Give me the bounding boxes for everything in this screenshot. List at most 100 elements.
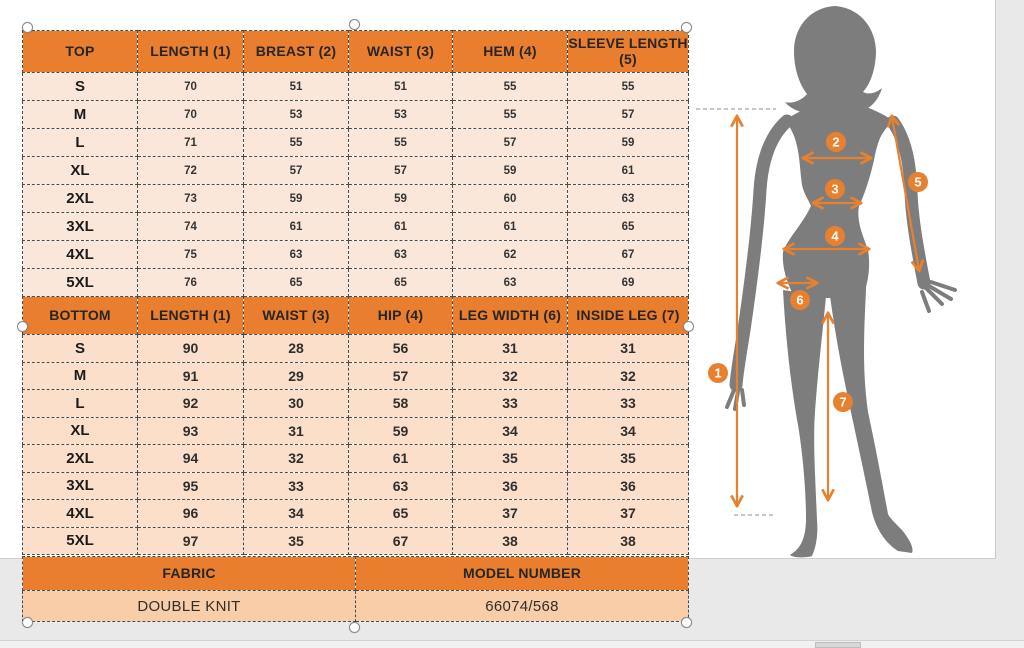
measurement-cell[interactable]: 31	[567, 334, 689, 363]
measurement-cell[interactable]: 35	[452, 444, 568, 473]
measurement-cell[interactable]: 61	[243, 212, 349, 241]
measurement-cell[interactable]: 63	[452, 268, 568, 297]
measurement-cell[interactable]: 93	[137, 416, 244, 445]
measurement-cell[interactable]: 32	[243, 444, 349, 473]
measurement-cell[interactable]: 59	[348, 184, 453, 213]
measurement-cell[interactable]: 28	[243, 334, 349, 363]
measurement-cell[interactable]: 29	[243, 361, 349, 390]
measurement-cell[interactable]: 38	[452, 526, 568, 555]
measurement-cell[interactable]: 34	[452, 416, 568, 445]
column-header[interactable]: HEM (4)	[452, 30, 568, 73]
column-header[interactable]: INSIDE LEG (7)	[567, 296, 689, 335]
measurement-cell[interactable]: 55	[452, 72, 568, 101]
measurement-cell[interactable]: 57	[243, 156, 349, 185]
measurement-cell[interactable]: 94	[137, 444, 244, 473]
fabric-model-table[interactable]: FABRIC MODEL NUMBER DOUBLE KNIT 66074/56…	[22, 556, 689, 622]
size-label-cell[interactable]: 2XL	[22, 184, 138, 213]
measurement-cell[interactable]: 51	[243, 72, 349, 101]
measurement-cell[interactable]: 62	[452, 240, 568, 269]
column-header[interactable]: HIP (4)	[348, 296, 453, 335]
measurement-cell[interactable]: 97	[137, 526, 244, 555]
measurement-cell[interactable]: 61	[348, 444, 453, 473]
size-label-cell[interactable]: 2XL	[22, 444, 138, 473]
measurement-cell[interactable]: 69	[567, 268, 689, 297]
measurement-cell[interactable]: 55	[348, 128, 453, 157]
column-header[interactable]: TOP	[22, 30, 138, 73]
measurement-cell[interactable]: 32	[452, 361, 568, 390]
measurement-cell[interactable]: 57	[452, 128, 568, 157]
measurement-cell[interactable]: 72	[137, 156, 244, 185]
horizontal-scrollbar-thumb[interactable]	[815, 642, 861, 648]
size-label-cell[interactable]: 5XL	[22, 268, 138, 297]
measurement-cell[interactable]: 57	[348, 156, 453, 185]
measurement-cell[interactable]: 37	[567, 499, 689, 528]
fabric-header-cell[interactable]: FABRIC	[22, 556, 356, 591]
measurement-cell[interactable]: 60	[452, 184, 568, 213]
measurement-cell[interactable]: 91	[137, 361, 244, 390]
selection-handle-top-middle[interactable]	[349, 19, 360, 30]
measurement-cell[interactable]: 55	[243, 128, 349, 157]
model-number-header-cell[interactable]: MODEL NUMBER	[355, 556, 689, 591]
measurement-cell[interactable]: 71	[137, 128, 244, 157]
measurement-cell[interactable]: 34	[243, 499, 349, 528]
column-header[interactable]: LENGTH (1)	[137, 30, 244, 73]
measurement-cell[interactable]: 76	[137, 268, 244, 297]
measurement-cell[interactable]: 35	[243, 526, 349, 555]
measurement-cell[interactable]: 56	[348, 334, 453, 363]
measurement-cell[interactable]: 33	[243, 471, 349, 500]
measurement-cell[interactable]: 73	[137, 184, 244, 213]
measurement-cell[interactable]: 59	[243, 184, 349, 213]
measurement-cell[interactable]: 35	[567, 444, 689, 473]
measurement-cell[interactable]: 31	[452, 334, 568, 363]
measurement-cell[interactable]: 90	[137, 334, 244, 363]
measurement-cell[interactable]: 58	[348, 389, 453, 418]
measurement-cell[interactable]: 70	[137, 100, 244, 129]
measurement-cell[interactable]: 57	[567, 100, 689, 129]
size-label-cell[interactable]: L	[22, 389, 138, 418]
measurement-cell[interactable]: 65	[567, 212, 689, 241]
selection-handle-bottom-left[interactable]	[22, 617, 33, 628]
measurement-cell[interactable]: 30	[243, 389, 349, 418]
selection-handle-bottom-right[interactable]	[681, 617, 692, 628]
size-label-cell[interactable]: 4XL	[22, 499, 138, 528]
measurement-cell[interactable]: 92	[137, 389, 244, 418]
column-header[interactable]: BOTTOM	[22, 296, 138, 335]
measurement-cell[interactable]: 55	[452, 100, 568, 129]
measurement-cell[interactable]: 75	[137, 240, 244, 269]
measurement-cell[interactable]: 55	[567, 72, 689, 101]
measurement-cell[interactable]: 61	[567, 156, 689, 185]
size-label-cell[interactable]: L	[22, 128, 138, 157]
measurement-cell[interactable]: 31	[243, 416, 349, 445]
measurement-cell[interactable]: 63	[348, 471, 453, 500]
size-label-cell[interactable]: XL	[22, 156, 138, 185]
measurement-cell[interactable]: 74	[137, 212, 244, 241]
body-measurement-figure[interactable]: 1 2 3 4 5 6 7	[690, 0, 996, 558]
measurement-cell[interactable]: 32	[567, 361, 689, 390]
column-header[interactable]: WAIST (3)	[243, 296, 349, 335]
measurement-cell[interactable]: 95	[137, 471, 244, 500]
size-label-cell[interactable]: 3XL	[22, 212, 138, 241]
measurement-cell[interactable]: 59	[348, 416, 453, 445]
measurement-cell[interactable]: 53	[243, 100, 349, 129]
measurement-cell[interactable]: 63	[348, 240, 453, 269]
measurement-cell[interactable]: 61	[348, 212, 453, 241]
selection-handle-bottom-middle[interactable]	[349, 622, 360, 633]
measurement-cell[interactable]: 63	[567, 184, 689, 213]
fabric-value-cell[interactable]: DOUBLE KNIT	[22, 590, 356, 622]
measurement-cell[interactable]: 33	[452, 389, 568, 418]
size-label-cell[interactable]: M	[22, 361, 138, 390]
measurement-cell[interactable]: 36	[452, 471, 568, 500]
column-header[interactable]: LENGTH (1)	[137, 296, 244, 335]
column-header[interactable]: BREAST (2)	[243, 30, 349, 73]
selection-handle-top-right[interactable]	[681, 22, 692, 33]
document-canvas[interactable]: TOP LENGTH (1) BREAST (2) WAIST (3) HEM (4) S…	[0, 0, 996, 633]
measurement-cell[interactable]: 59	[452, 156, 568, 185]
size-label-cell[interactable]: S	[22, 72, 138, 101]
measurement-cell[interactable]: 65	[243, 268, 349, 297]
measurement-cell[interactable]: 59	[567, 128, 689, 157]
size-label-cell[interactable]: M	[22, 100, 138, 129]
measurement-cell[interactable]: 67	[348, 526, 453, 555]
top-size-table[interactable]: TOP LENGTH (1) BREAST (2) WAIST (3) HEM (4) S…	[22, 30, 689, 297]
size-label-cell[interactable]: 4XL	[22, 240, 138, 269]
bottom-size-table[interactable]: BOTTOM LENGTH (1) WAIST (3) HIP (4) LEG WIDT…	[22, 296, 689, 555]
